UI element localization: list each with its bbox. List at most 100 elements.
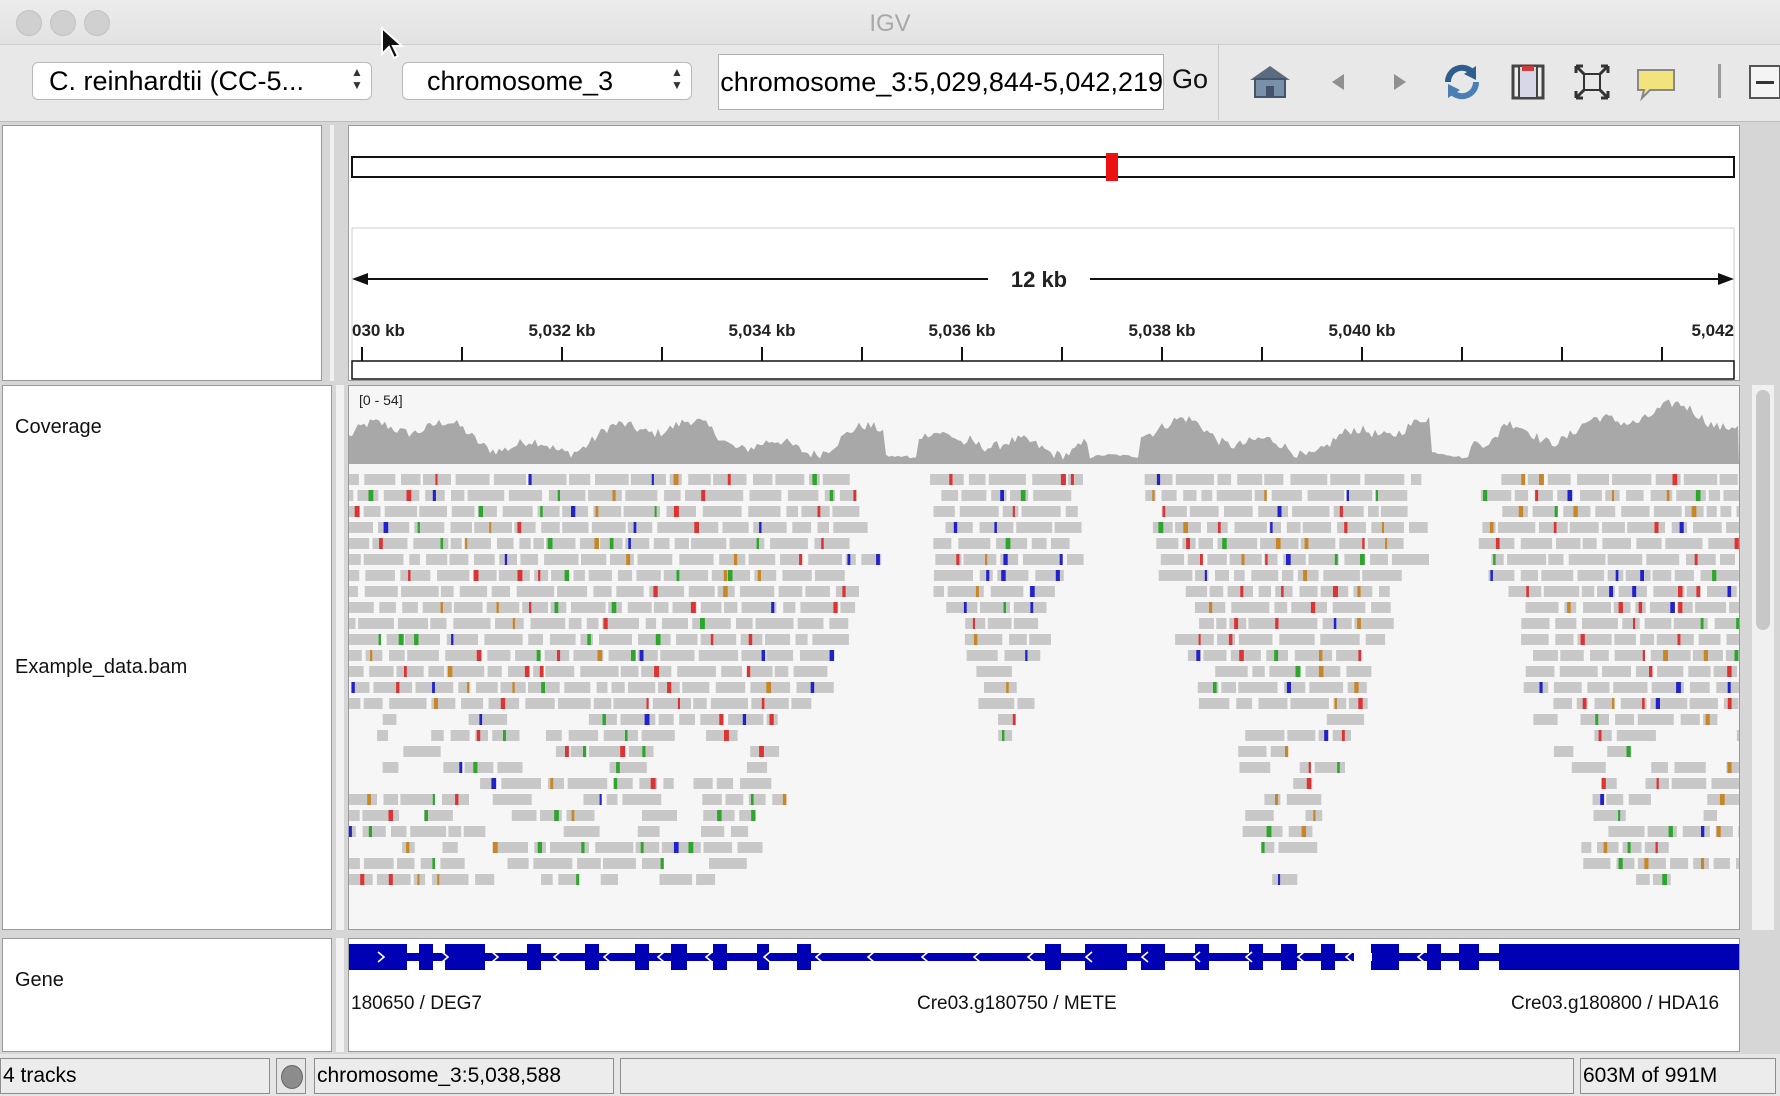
aligned-read[interactable] — [998, 714, 1016, 725]
aligned-read[interactable] — [1726, 634, 1740, 645]
aligned-read[interactable] — [645, 618, 657, 629]
aligned-read[interactable] — [1581, 842, 1592, 853]
aligned-read[interactable] — [403, 746, 441, 757]
aligned-read[interactable] — [1032, 474, 1065, 485]
aligned-read[interactable] — [1035, 570, 1064, 581]
aligned-read[interactable] — [593, 506, 622, 517]
aligned-read[interactable] — [568, 730, 599, 741]
aligned-read[interactable] — [702, 794, 722, 805]
aligned-read[interactable] — [1587, 682, 1610, 693]
aligned-read[interactable] — [448, 826, 462, 837]
aligned-read[interactable] — [349, 634, 381, 645]
aligned-read[interactable] — [1625, 570, 1651, 581]
aligned-read[interactable] — [658, 714, 674, 725]
aligned-read[interactable] — [1248, 618, 1277, 629]
aligned-read[interactable] — [603, 730, 638, 741]
aligned-read[interactable] — [1029, 634, 1051, 645]
aligned-read[interactable] — [491, 586, 510, 597]
aligned-read[interactable] — [376, 874, 411, 885]
aligned-read[interactable] — [473, 570, 497, 581]
aligned-read[interactable] — [1189, 506, 1219, 517]
aligned-read[interactable] — [1622, 842, 1642, 853]
aligned-read[interactable] — [1581, 586, 1595, 597]
aligned-read[interactable] — [1616, 730, 1656, 741]
aligned-read[interactable] — [383, 490, 420, 501]
aligned-read[interactable] — [1318, 730, 1329, 741]
aligned-read[interactable] — [1620, 698, 1647, 709]
aligned-read[interactable] — [508, 666, 527, 677]
aligned-read[interactable] — [537, 506, 560, 517]
aligned-read[interactable] — [968, 474, 986, 485]
aligned-read[interactable] — [349, 602, 374, 613]
aligned-read[interactable] — [765, 634, 791, 645]
aligned-read[interactable] — [1525, 602, 1559, 613]
gene-exon[interactable] — [1249, 944, 1263, 970]
aligned-read[interactable] — [801, 506, 830, 517]
aligned-read[interactable] — [754, 570, 777, 581]
aligned-read[interactable] — [1251, 570, 1279, 581]
aligned-read[interactable] — [1302, 522, 1332, 533]
aligned-read[interactable] — [1582, 618, 1618, 629]
aligned-read[interactable] — [1553, 746, 1574, 757]
aligned-read[interactable] — [369, 666, 394, 677]
aligned-read[interactable] — [998, 730, 1013, 741]
aligned-read[interactable] — [431, 730, 444, 741]
aligned-read[interactable] — [1185, 586, 1208, 597]
aligned-read[interactable] — [1017, 698, 1035, 709]
aligned-read[interactable] — [672, 602, 697, 613]
aligned-read[interactable] — [1601, 778, 1617, 789]
forward-button[interactable] — [1378, 62, 1422, 102]
aligned-read[interactable] — [628, 682, 656, 693]
aligned-read[interactable] — [1594, 730, 1612, 741]
aligned-read[interactable] — [413, 538, 449, 549]
aligned-read[interactable] — [792, 522, 812, 533]
aligned-read[interactable] — [1370, 554, 1388, 565]
aligned-read[interactable] — [1590, 650, 1609, 661]
aligned-read[interactable] — [746, 666, 773, 677]
aligned-read[interactable] — [1707, 586, 1737, 597]
aligned-read[interactable] — [477, 506, 497, 517]
aligned-read[interactable] — [1065, 506, 1078, 517]
aligned-read[interactable] — [1674, 570, 1694, 581]
aligned-read[interactable] — [1725, 650, 1739, 661]
aligned-read[interactable] — [627, 602, 652, 613]
aligned-read[interactable] — [1145, 490, 1156, 501]
aligned-read[interactable] — [755, 618, 794, 629]
aligned-read[interactable] — [1279, 634, 1315, 645]
gene-exon[interactable] — [1499, 944, 1739, 970]
aligned-read[interactable] — [814, 538, 850, 549]
aligned-read[interactable] — [1308, 554, 1339, 565]
aligned-read[interactable] — [783, 602, 796, 613]
region-of-interest-button[interactable] — [1506, 62, 1550, 102]
aligned-read[interactable] — [487, 650, 511, 661]
aligned-read[interactable] — [389, 650, 405, 661]
aligned-read[interactable] — [711, 570, 725, 581]
aligned-read[interactable] — [724, 602, 738, 613]
aligned-read[interactable] — [401, 586, 439, 597]
aligned-read[interactable] — [1236, 698, 1253, 709]
aligned-read[interactable] — [1409, 522, 1428, 533]
aligned-read[interactable] — [1284, 682, 1306, 693]
aligned-read[interactable] — [664, 490, 681, 501]
aligned-read[interactable] — [778, 586, 803, 597]
aligned-read[interactable] — [1291, 602, 1327, 613]
aligned-read[interactable] — [679, 554, 714, 565]
aligned-read[interactable] — [514, 522, 536, 533]
aligned-read[interactable] — [1608, 826, 1645, 837]
aligned-read[interactable] — [464, 538, 491, 549]
aligned-read[interactable] — [1364, 474, 1405, 485]
aligned-read[interactable] — [497, 538, 514, 549]
aligned-read[interactable] — [1568, 554, 1606, 565]
aligned-read[interactable] — [349, 698, 361, 709]
aligned-read[interactable] — [1326, 714, 1365, 725]
aligned-read[interactable] — [630, 474, 666, 485]
aligned-read[interactable] — [746, 762, 768, 773]
aligned-read[interactable] — [349, 586, 358, 597]
aligned-read[interactable] — [1655, 474, 1681, 485]
aligned-read[interactable] — [1290, 474, 1328, 485]
aligned-read[interactable] — [1644, 618, 1672, 629]
aligned-read[interactable] — [437, 570, 470, 581]
aligned-read[interactable] — [1726, 762, 1740, 773]
aligned-read[interactable] — [1242, 826, 1283, 837]
aligned-read[interactable] — [1607, 554, 1643, 565]
